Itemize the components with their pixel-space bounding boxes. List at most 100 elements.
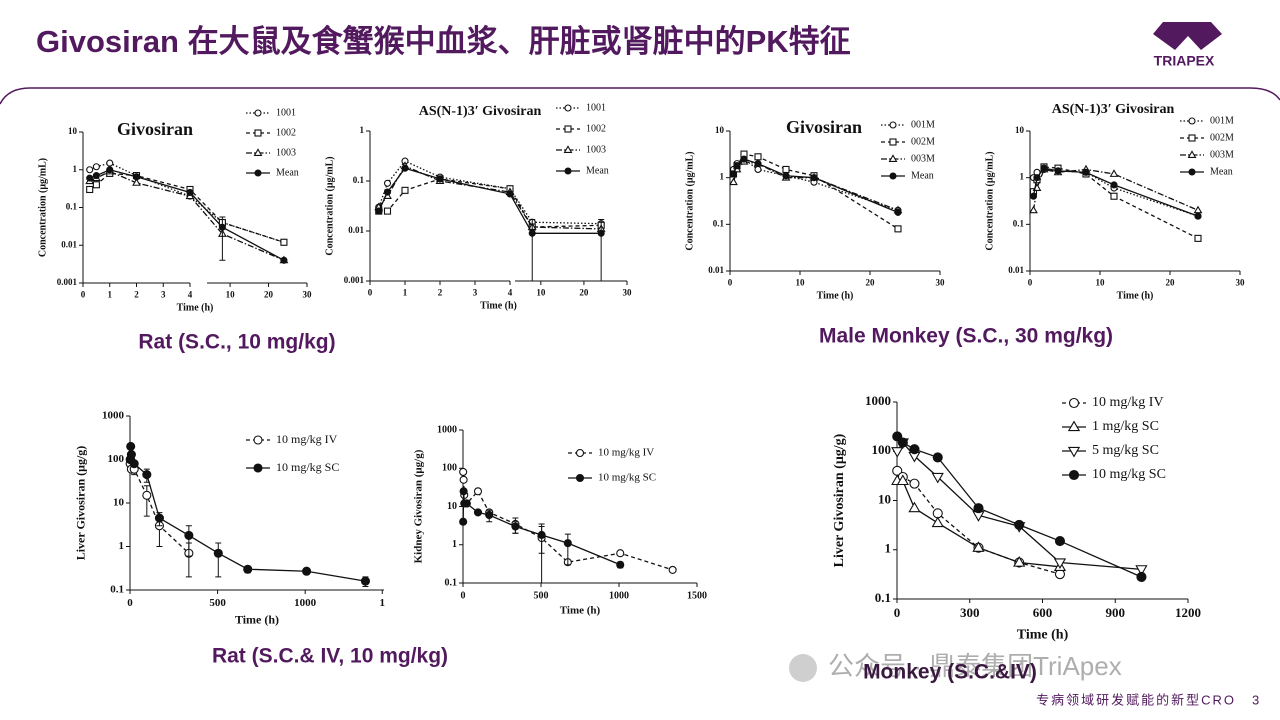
legend-label: 10 mg/kg SC	[1092, 467, 1166, 482]
watermark: 公众号 · 鼎泰集团TriApex	[789, 651, 1122, 682]
y-tick-label: 1000	[865, 393, 891, 408]
y-tick-label: 1	[885, 541, 892, 556]
footer-slogan: 专病领域研发赋能的新型CRO	[1036, 692, 1236, 707]
series: 10 mg/kg SC	[125, 441, 370, 588]
marker	[459, 467, 468, 477]
y-tick-label: 1000	[437, 424, 457, 435]
x-axis-label: Time (h)	[817, 290, 854, 301]
marker	[92, 163, 100, 171]
error-bar	[143, 485, 150, 517]
y-tick-label: 0.01	[61, 239, 77, 249]
x-tick-label: 0	[728, 277, 733, 287]
legend-label: 5 mg/kg SC	[1092, 443, 1159, 458]
marker	[616, 549, 625, 558]
legend-marker	[1187, 150, 1197, 158]
marker	[142, 490, 152, 500]
legend-marker	[1188, 117, 1196, 125]
chart-title: Givosiran	[786, 117, 862, 137]
legend-marker	[889, 121, 897, 129]
marker	[1110, 192, 1118, 200]
legend-label: 001M	[1210, 115, 1234, 126]
y-tick-label: 10	[113, 497, 125, 509]
series: Mean	[375, 164, 609, 282]
x-tick-label: 30	[303, 289, 313, 299]
x-tick-label: 3	[473, 287, 478, 297]
y-tick-label: 100	[872, 442, 892, 457]
x-tick-label: 0	[81, 289, 86, 299]
marker	[908, 501, 921, 513]
marker	[511, 522, 520, 531]
caption: Rat (S.C., 10 mg/kg)	[138, 331, 335, 354]
x-tick-label: 300	[960, 605, 980, 620]
x-tick-label: 10	[536, 287, 546, 297]
error-bar	[185, 525, 192, 557]
x-axis-label: Time (h)	[1017, 628, 1069, 643]
y-axis-label: Kidney Givosiran (μg/g)	[413, 449, 425, 563]
marker	[528, 229, 536, 237]
marker	[597, 229, 605, 237]
marker	[972, 541, 985, 552]
x-tick-label: 30	[623, 287, 633, 297]
legend-marker	[564, 104, 572, 112]
legend-label: 1001	[586, 102, 606, 113]
x-tick-label: 1	[403, 287, 408, 297]
legend-marker	[253, 435, 263, 445]
y-axis-label: Concentration (μg/mL)	[985, 151, 996, 250]
marker	[106, 166, 114, 174]
legend-label: Mean	[586, 165, 609, 176]
series: Mean	[729, 155, 934, 216]
legend-marker	[563, 145, 573, 153]
y-tick-label: 100	[108, 453, 125, 465]
y-tick-label: 0.1	[875, 590, 891, 605]
marker	[280, 238, 288, 246]
y-axis-label: Concentration (μg/mL)	[685, 151, 696, 250]
chart-title: AS(N-1)3′ Givosiran	[1052, 102, 1175, 117]
legend-label: Mean	[276, 167, 299, 178]
x-tick-label: 500	[209, 597, 226, 609]
marker	[754, 153, 762, 161]
legend-label: Mean	[1210, 166, 1233, 177]
legend-marker	[1068, 469, 1080, 481]
marker	[931, 516, 944, 528]
chart-title: Givosiran	[117, 119, 193, 139]
legend-label: 003M	[911, 153, 935, 164]
y-tick-label: 0.1	[353, 175, 365, 185]
y-tick-label: 0.01	[348, 225, 364, 235]
page-number: 3	[1252, 692, 1259, 707]
y-tick-label: 1	[73, 164, 78, 174]
marker	[754, 160, 762, 168]
caption: Male Monkey (S.C., 30 mg/kg)	[819, 325, 1113, 348]
x-tick-label: 900	[1106, 605, 1126, 620]
marker	[1040, 164, 1048, 172]
marker	[86, 185, 94, 194]
logo-mark	[1153, 22, 1222, 50]
legend-label: 003M	[1210, 149, 1234, 160]
x-tick-label: 1500	[687, 590, 707, 601]
marker	[1136, 571, 1147, 583]
y-tick-label: 10	[878, 491, 891, 506]
marker	[1033, 174, 1041, 182]
marker	[92, 181, 100, 189]
legend-marker	[889, 138, 897, 146]
legend-marker	[1068, 397, 1080, 409]
marker	[1082, 168, 1090, 176]
marker	[729, 177, 738, 186]
series: Mean	[1029, 164, 1233, 220]
marker	[383, 179, 392, 187]
marker	[86, 174, 94, 182]
marker	[932, 508, 943, 519]
marker	[973, 503, 984, 514]
legend-label: 1003	[586, 144, 606, 155]
legend-marker	[253, 463, 263, 473]
legend-marker	[254, 129, 262, 137]
marker	[473, 508, 483, 517]
y-tick-label: 1	[1020, 172, 1025, 182]
marker	[132, 178, 141, 186]
marker	[1110, 181, 1118, 189]
marker	[186, 188, 194, 197]
